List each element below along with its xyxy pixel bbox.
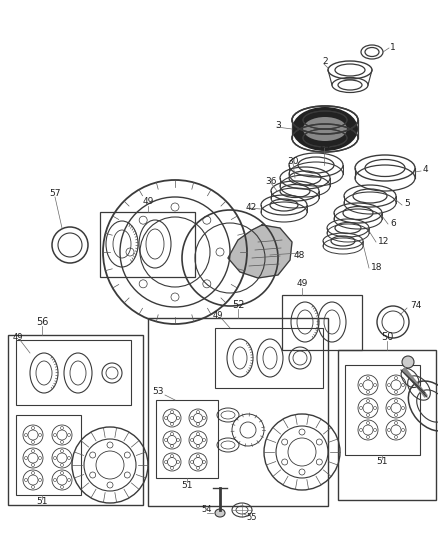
Text: 6: 6 bbox=[390, 219, 396, 228]
Text: 42: 42 bbox=[246, 203, 257, 212]
Bar bbox=[16, 415, 81, 495]
Text: 1: 1 bbox=[390, 43, 396, 52]
Bar bbox=[8, 335, 143, 505]
Text: 18: 18 bbox=[371, 262, 382, 271]
Ellipse shape bbox=[303, 117, 347, 141]
Ellipse shape bbox=[402, 356, 414, 368]
Bar bbox=[345, 365, 420, 455]
Bar bbox=[215, 328, 323, 388]
Text: 74: 74 bbox=[410, 301, 421, 310]
Text: 51: 51 bbox=[376, 457, 388, 466]
Text: 30: 30 bbox=[287, 157, 299, 166]
Bar bbox=[282, 295, 362, 350]
Text: 51: 51 bbox=[36, 497, 48, 506]
Text: 4: 4 bbox=[423, 166, 429, 174]
Ellipse shape bbox=[215, 509, 225, 517]
Text: 48: 48 bbox=[294, 251, 305, 260]
Text: 52: 52 bbox=[232, 300, 244, 310]
Text: 36: 36 bbox=[265, 176, 276, 185]
Text: 57: 57 bbox=[49, 189, 61, 198]
Text: 5: 5 bbox=[404, 199, 410, 208]
Text: 12: 12 bbox=[378, 237, 389, 246]
Text: 55: 55 bbox=[247, 513, 257, 522]
Text: 54: 54 bbox=[202, 505, 212, 514]
Text: 51: 51 bbox=[181, 481, 193, 489]
Text: 49: 49 bbox=[142, 198, 154, 206]
Ellipse shape bbox=[292, 107, 358, 151]
Bar bbox=[156, 400, 218, 478]
Text: 3: 3 bbox=[275, 120, 281, 130]
Bar bbox=[100, 212, 195, 277]
Bar bbox=[338, 350, 436, 500]
Text: 53: 53 bbox=[152, 387, 164, 397]
Text: 49: 49 bbox=[297, 279, 307, 288]
Text: 56: 56 bbox=[36, 317, 48, 327]
Text: 50: 50 bbox=[381, 332, 393, 342]
Text: 49: 49 bbox=[13, 334, 24, 343]
Bar bbox=[16, 340, 131, 405]
Polygon shape bbox=[228, 225, 292, 278]
Bar bbox=[148, 318, 328, 506]
Text: 49: 49 bbox=[213, 311, 223, 320]
Text: 2: 2 bbox=[322, 58, 328, 67]
Text: 24: 24 bbox=[319, 141, 330, 149]
